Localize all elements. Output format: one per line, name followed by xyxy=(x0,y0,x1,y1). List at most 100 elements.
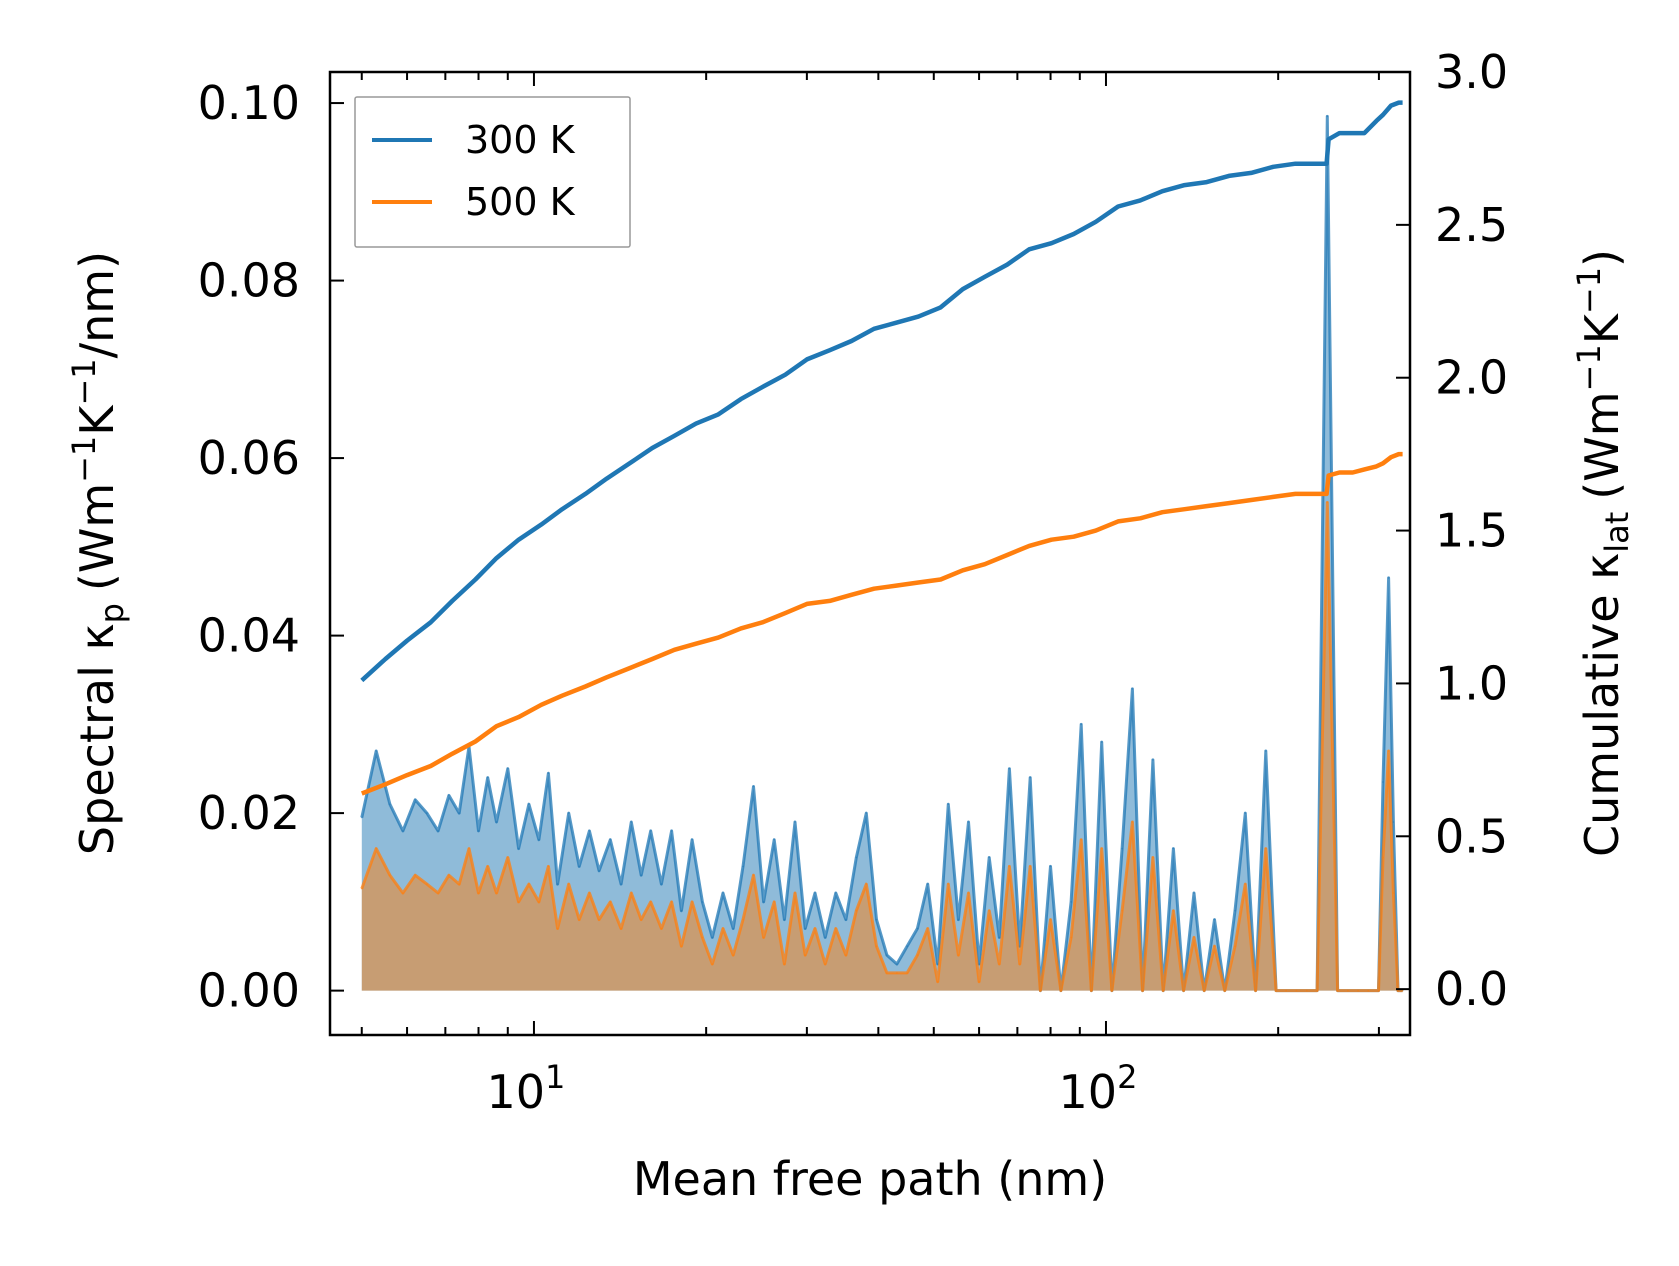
spectral-point-1-88 xyxy=(1275,989,1277,992)
spectral-point-0-60 xyxy=(988,856,990,859)
spectral-point-1-4 xyxy=(414,874,417,876)
spectral-fill-1 xyxy=(361,502,1403,991)
spectral-point-1-75 xyxy=(1141,989,1144,992)
spectral-point-1-70 xyxy=(1090,989,1093,992)
y-right-tick-label-0: 0.0 xyxy=(1435,962,1508,1016)
spectral-point-0-17 xyxy=(547,772,550,774)
spectral-point-1-87 xyxy=(1265,847,1267,850)
spectral-point-0-66 xyxy=(1049,865,1052,868)
spectral-point-0-47 xyxy=(855,856,858,859)
spectral-point-1-97 xyxy=(1367,989,1369,992)
cumulative-line-0 xyxy=(360,100,1403,683)
spectral-point-1-43 xyxy=(814,927,816,930)
spectral-point-0-78 xyxy=(1172,847,1175,850)
spectral-point-1-80 xyxy=(1193,936,1195,939)
x-tick-base: 10 xyxy=(1059,1065,1118,1119)
spectral-point-1-64 xyxy=(1029,865,1031,868)
spectral-point-1-99 xyxy=(1382,856,1384,859)
spectral-point-1-101 xyxy=(1392,892,1395,894)
spectral-point-1-44 xyxy=(824,963,826,965)
spectral-point-1-23 xyxy=(609,901,612,903)
spectral-point-0-35 xyxy=(732,927,734,930)
spectral-point-1-69 xyxy=(1080,838,1082,841)
spectral-point-1-98 xyxy=(1377,989,1380,992)
spectral-point-0-87 xyxy=(1265,750,1267,752)
spectral-point-0-82 xyxy=(1213,918,1216,921)
y-left-tick-label-0: 0.00 xyxy=(198,964,300,1018)
spectral-point-1-58 xyxy=(967,892,970,894)
spectral-point-1-21 xyxy=(588,892,591,894)
spectral-point-1-95 xyxy=(1347,989,1349,992)
spectral-point-0-41 xyxy=(794,821,796,823)
spectral-point-0-13 xyxy=(507,767,509,770)
spectral-point-1-62 xyxy=(1008,865,1011,868)
spectral-point-0-37 xyxy=(752,785,755,788)
x-tick-base: 10 xyxy=(487,1065,546,1119)
spectral-point-1-82 xyxy=(1213,945,1216,947)
spectral-point-1-15 xyxy=(528,883,530,885)
spectral-point-1-96 xyxy=(1357,989,1359,992)
spectral-point-0-5 xyxy=(426,812,428,814)
spectral-point-0-29 xyxy=(670,830,673,832)
spectral-point-0-6 xyxy=(437,830,439,832)
spectral-point-1-86 xyxy=(1254,989,1257,992)
legend-label-300k: 300 K xyxy=(465,118,576,162)
spectral-point-1-9 xyxy=(468,847,470,850)
x-tick-exponent: 1 xyxy=(545,1058,565,1096)
spectral-point-1-67 xyxy=(1060,989,1062,992)
spectral-point-1-24 xyxy=(620,927,622,930)
spectral-point-1-38 xyxy=(762,936,765,939)
y-left-tick-label-2: 0.04 xyxy=(198,609,300,663)
axis-ticks xyxy=(330,71,1410,1035)
spectral-line-1 xyxy=(360,501,1403,993)
spectral-point-1-78 xyxy=(1172,909,1175,912)
spectral-point-1-16 xyxy=(538,901,540,903)
y-left-unit-4: /nm) xyxy=(70,251,124,358)
spectral-point-0-3 xyxy=(402,830,404,832)
spectral-point-1-42 xyxy=(804,954,806,956)
spectral-point-1-102 xyxy=(1397,989,1399,992)
cumulative-line-1 xyxy=(360,451,1403,796)
spectral-point-0-18 xyxy=(556,883,559,885)
spectral-point-1-35 xyxy=(732,954,734,956)
y-left-tick-label-3: 0.06 xyxy=(198,431,300,485)
legend-label-500k: 500 K xyxy=(465,180,576,224)
spectral-point-0-40 xyxy=(783,918,786,921)
spectral-point-0-61 xyxy=(998,936,1001,939)
spectral-point-1-71 xyxy=(1100,847,1103,850)
spectral-point-0-7 xyxy=(448,794,450,797)
spectral-point-0-62 xyxy=(1008,767,1011,770)
spectral-point-0-33 xyxy=(711,936,714,939)
y-left-base: Spectral κ xyxy=(70,623,124,855)
spectral-point-1-30 xyxy=(680,945,683,947)
spectral-point-1-22 xyxy=(598,918,600,921)
y-right-unit-4: ) xyxy=(1575,249,1629,267)
spectral-point-1-54 xyxy=(926,927,929,930)
y-right-subscript: lat xyxy=(1598,512,1636,553)
y-left-unit-2: K xyxy=(70,404,124,436)
spectral-point-1-65 xyxy=(1039,989,1042,992)
legend-box xyxy=(354,96,631,248)
x-axis-title: Mean free path (nm) xyxy=(633,1152,1107,1206)
spectral-point-0-26 xyxy=(640,874,642,876)
spectral-point-0-2 xyxy=(389,803,391,805)
legend: 300 K 500 K xyxy=(354,96,631,248)
spectral-point-1-37 xyxy=(752,874,755,876)
spectral-point-0-46 xyxy=(845,918,847,921)
y-right-tick-label-2: 1.0 xyxy=(1435,656,1508,710)
spectral-point-1-52 xyxy=(906,972,908,974)
y-right-tick-label-3: 1.5 xyxy=(1435,504,1508,558)
spectral-point-0-76 xyxy=(1152,759,1154,761)
spectral-point-0-101 xyxy=(1392,821,1395,823)
spectral-point-0-100 xyxy=(1387,577,1390,579)
spectral-point-0-10 xyxy=(477,830,480,832)
spectral-point-1-13 xyxy=(507,856,509,859)
spectral-point-1-1 xyxy=(375,847,378,850)
spectral-point-0-8 xyxy=(458,812,461,814)
spectral-point-0-48 xyxy=(865,812,868,814)
spectral-point-1-3 xyxy=(402,892,404,894)
spectral-point-0-20 xyxy=(578,865,580,868)
y-axis-right-title: Cumulative κlat(Wm−1K−1) xyxy=(1570,249,1636,857)
spectral-point-1-50 xyxy=(886,972,888,974)
